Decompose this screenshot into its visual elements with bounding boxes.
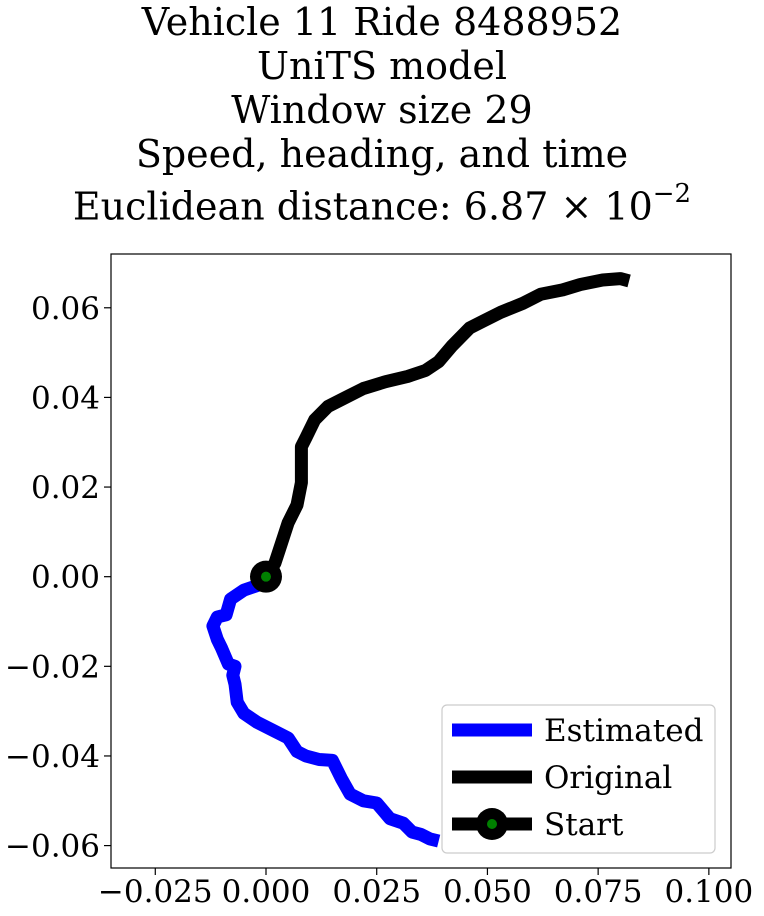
title-metric-mantissa: 6.87 xyxy=(463,184,549,229)
title-line-5: Euclidean distance: 6.87 × 10−2 xyxy=(0,176,764,229)
y-tick-label: −0.02 xyxy=(5,649,100,685)
x-tick-label: 0.050 xyxy=(443,874,532,910)
legend-label-estimated: Estimated xyxy=(544,713,703,749)
series-layer xyxy=(206,272,631,848)
chart-title: Vehicle 11 Ride 8488952 UniTS model Wind… xyxy=(0,0,764,229)
y-tick-label: 0.00 xyxy=(31,560,100,596)
x-tick-label: 0.000 xyxy=(222,874,311,910)
y-tick-label: −0.04 xyxy=(5,739,100,775)
title-metric-prefix: Euclidean distance: xyxy=(72,184,464,229)
title-line-3: Window size 29 xyxy=(231,88,533,132)
title-line-2: UniTS model xyxy=(257,44,507,88)
title-line-4: Speed, heading, and time xyxy=(135,132,629,176)
y-tick-label: −0.06 xyxy=(5,829,100,865)
start-marker-inner xyxy=(261,571,271,582)
series-line-estimated xyxy=(206,572,441,848)
legend-label-start: Start xyxy=(544,807,624,843)
y-tick-label: 0.04 xyxy=(31,380,100,416)
title-line-1: Vehicle 11 Ride 8488952 xyxy=(141,0,623,44)
title-metric-base: 10 xyxy=(604,184,653,229)
plot-frame xyxy=(110,253,732,869)
legend-start-marker-inner xyxy=(487,819,497,829)
legend: Estimated Original Start xyxy=(441,704,716,854)
legend-label-original: Original xyxy=(544,760,672,796)
x-tick-label: 0.100 xyxy=(664,874,753,910)
x-tick-label: 0.075 xyxy=(554,874,643,910)
y-tick-label: 0.02 xyxy=(31,470,100,506)
y-tick-label: 0.06 xyxy=(31,291,100,327)
x-tick-label: 0.025 xyxy=(332,874,421,910)
legend-box xyxy=(441,704,716,854)
title-metric-times: × xyxy=(548,184,605,229)
series-line-original xyxy=(260,272,631,581)
title-metric-exponent: −2 xyxy=(652,179,692,209)
x-tick-label: −0.025 xyxy=(98,874,213,910)
ticks-layer: −0.025 0.000 0.025 0.050 0.075 0.100 −0.06 −0.0… xyxy=(5,291,753,910)
